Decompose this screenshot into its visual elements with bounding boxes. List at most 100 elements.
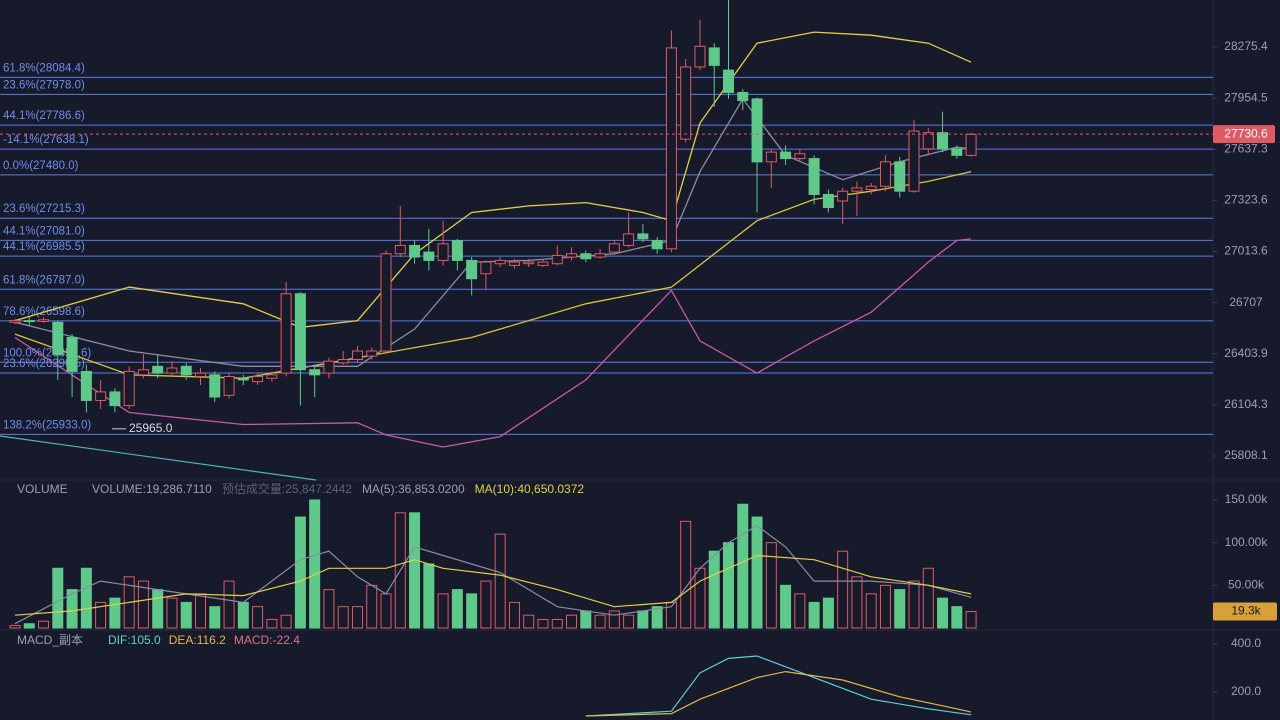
volume-bar xyxy=(937,597,949,629)
volume-bar xyxy=(309,499,321,629)
y-tick-label: 25808.1 xyxy=(1224,448,1268,462)
volume-bar xyxy=(566,614,578,629)
candle-body xyxy=(680,66,692,140)
y-tick-label: 26707 xyxy=(1229,295,1263,309)
volume-bar xyxy=(294,516,306,629)
candle-body xyxy=(937,132,949,150)
volume-bar xyxy=(195,593,207,629)
volume-bar xyxy=(223,580,235,629)
volume-bar xyxy=(908,580,920,629)
low-marker-label: 25965.0 xyxy=(129,421,173,435)
candle-body xyxy=(566,253,578,258)
macd-legend: MACD:-22.4 xyxy=(234,633,300,647)
candle-body xyxy=(623,233,635,246)
volume-legend: 预估成交量:25,847.2442 xyxy=(222,481,352,496)
candle-body xyxy=(123,370,135,407)
volume-bar xyxy=(480,580,492,629)
candle-body xyxy=(851,187,863,192)
y-tick-label: 50.00k xyxy=(1228,578,1265,592)
fib-label: 44.1%(26985.5) xyxy=(3,241,85,253)
volume-bar xyxy=(523,614,535,629)
candle-body xyxy=(551,254,563,265)
candle-body xyxy=(837,190,849,202)
candle-body xyxy=(808,158,820,195)
volume-bar xyxy=(894,589,906,629)
volume-bar xyxy=(337,606,349,629)
trend-line xyxy=(0,435,317,481)
candle-body xyxy=(637,233,649,240)
candle-body xyxy=(694,45,706,68)
volume-bar xyxy=(837,550,849,629)
volume-bar xyxy=(637,610,649,629)
volume-bar xyxy=(765,542,777,629)
volume-bar xyxy=(323,589,335,629)
y-tick-label: 26104.3 xyxy=(1224,397,1268,411)
volume-bar xyxy=(694,567,706,629)
candle-body xyxy=(195,372,207,378)
candle-body xyxy=(751,98,763,163)
volume-bar xyxy=(52,567,64,629)
candle-body xyxy=(394,244,406,255)
volume-legend: MA(5):36,853.0200 xyxy=(362,482,465,496)
volume-bar xyxy=(209,606,221,629)
volume-bar xyxy=(922,567,934,629)
candle-body xyxy=(765,151,777,163)
fib-label: 23.6%(26290.5) xyxy=(3,358,85,370)
last-price-label: 27730.6 xyxy=(1224,126,1268,140)
candle-body xyxy=(951,148,963,156)
volume-bar xyxy=(9,624,21,629)
indicator-line xyxy=(14,238,972,448)
volume-bar xyxy=(252,606,264,629)
y-tick-label: 27013.6 xyxy=(1224,244,1268,258)
volume-bar xyxy=(494,533,506,629)
volume-bar xyxy=(380,593,392,629)
y-tick-label: 26403.9 xyxy=(1224,346,1268,360)
candle-body xyxy=(580,253,592,260)
candle-body xyxy=(52,321,64,355)
y-tick-label: 100.00k xyxy=(1225,535,1269,549)
candle-body xyxy=(323,360,335,374)
y-tick-label: 27323.6 xyxy=(1224,193,1268,207)
volume-bar xyxy=(38,620,50,629)
candle-body xyxy=(294,293,306,371)
volume-bar xyxy=(66,589,78,629)
volume-bar xyxy=(366,584,378,629)
fib-label: 138.2%(25933.0) xyxy=(3,419,91,431)
fib-label: 61.8%(26787.0) xyxy=(3,274,85,286)
volume-bar xyxy=(508,601,520,629)
volume-bar xyxy=(808,601,820,629)
volume-bar xyxy=(794,593,806,629)
volume-bar xyxy=(594,614,606,629)
fib-label: 23.6%(27978.0) xyxy=(3,79,85,91)
candle-body xyxy=(494,259,506,265)
volume-bar xyxy=(409,512,421,629)
volume-bar xyxy=(551,618,563,629)
volume-bar xyxy=(451,589,463,629)
candle-body xyxy=(309,369,321,376)
y-tick-label: 400.0 xyxy=(1231,636,1261,650)
volume-bar xyxy=(951,606,963,629)
candle-body xyxy=(794,153,806,160)
candle-body xyxy=(965,133,977,156)
volume-bar xyxy=(623,614,635,629)
candle-body xyxy=(594,253,606,258)
volume-legend: MA(10):40,650.0372 xyxy=(475,482,585,496)
candle-body xyxy=(480,261,492,275)
volume-bar xyxy=(166,597,178,629)
volume-bar xyxy=(879,584,891,629)
y-tick-label: 200.0 xyxy=(1231,684,1261,698)
y-tick-label: 27954.5 xyxy=(1224,90,1268,104)
macd-line xyxy=(585,655,972,717)
candle-body xyxy=(223,376,235,396)
candle-body xyxy=(380,253,392,352)
candle-body xyxy=(180,365,192,376)
macd-line xyxy=(585,670,972,717)
fib-label: 23.6%(27215.3) xyxy=(3,203,85,215)
fib-label: 0.0%(27480.0) xyxy=(3,160,79,172)
candle-body xyxy=(723,69,734,93)
y-tick-label: 28275.4 xyxy=(1224,39,1268,53)
volume-tag-label: 19.3k xyxy=(1231,604,1261,618)
candle-body xyxy=(95,391,107,401)
volume-bar xyxy=(580,610,592,629)
candle-body xyxy=(237,377,249,381)
